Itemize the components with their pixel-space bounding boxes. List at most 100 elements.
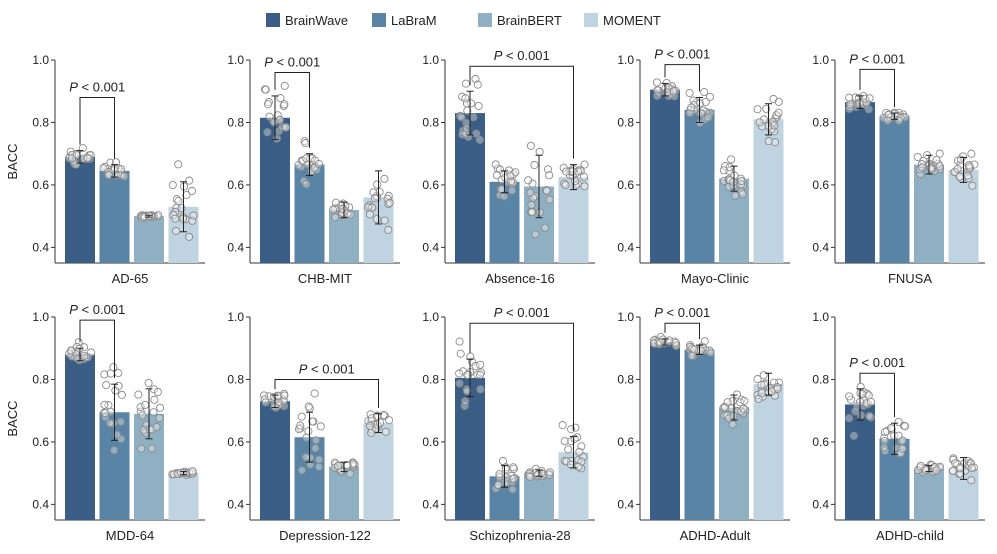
data-point — [171, 226, 181, 235]
data-point — [375, 187, 384, 196]
data-point — [561, 181, 570, 190]
data-point — [174, 160, 183, 169]
data-point — [110, 446, 119, 455]
data-point — [567, 425, 576, 434]
data-point — [261, 398, 270, 407]
y-tick-label: 0.4 — [422, 240, 439, 254]
data-point — [139, 425, 148, 434]
x-axis-title: MDD-64 — [106, 528, 154, 543]
bar-brainbert: BrainBERT: 0.5 — [134, 216, 164, 263]
data-point — [545, 195, 554, 204]
data-point — [858, 390, 867, 399]
y-tick-label: 0.4 — [812, 497, 829, 511]
y-tick-label: 0.6 — [32, 178, 49, 192]
data-point — [727, 155, 736, 164]
y-tick-label: 1.0 — [422, 310, 439, 324]
y-tick-label: 0.6 — [32, 435, 49, 449]
data-point — [367, 416, 376, 425]
y-tick-label: 0.4 — [227, 240, 244, 254]
bar-labram: LaBraM: 0.645 — [99, 170, 130, 263]
data-point — [270, 402, 279, 411]
data-point — [542, 186, 551, 196]
bar-brainwave: BrainWave: 0.83 — [455, 113, 485, 263]
data-point — [579, 172, 589, 181]
data-point — [138, 411, 147, 420]
data-point — [185, 232, 194, 241]
data-point — [918, 163, 927, 172]
bar-brainbert: BrainBERT: 0.515 — [914, 468, 944, 520]
data-point — [301, 139, 310, 148]
y-tick-label: 0.8 — [422, 115, 439, 129]
legend-swatch — [478, 13, 492, 27]
bar-brainwave: BrainWave: 0.88 — [65, 354, 95, 520]
data-point — [461, 94, 470, 103]
y-tick-label: 1.0 — [617, 53, 634, 67]
data-point — [558, 421, 567, 430]
data-point — [774, 108, 783, 117]
significance-label: P < 0.001 — [494, 48, 550, 63]
y-tick-label: 1.0 — [812, 53, 829, 67]
chart-panel-fnusa: 0.4 0.6 0.8 1.0 FNUSA BrainWave: 0.865LaBraM:… — [812, 51, 985, 286]
data-point — [507, 177, 516, 186]
data-point — [494, 480, 503, 489]
chart-panel-schizophrenia-28: 0.4 0.6 0.8 1.0 Schizophrenia-28 BrainWave: 0… — [422, 305, 595, 543]
data-point — [346, 210, 355, 219]
data-point — [773, 384, 782, 393]
data-point — [690, 345, 699, 354]
data-point — [461, 79, 470, 88]
bar-brainwave: BrainWave: 0.69 — [65, 156, 95, 263]
data-point — [150, 395, 159, 404]
x-axis-title: Depression-122 — [279, 528, 371, 543]
chart-panel-mayo-clinic: 0.4 0.6 0.8 1.0 Mayo-ClinicBrainWave: 0.905L… — [617, 47, 790, 286]
data-point — [580, 182, 589, 191]
legend-swatch — [584, 13, 598, 27]
significance-label: P < 0.001 — [69, 79, 125, 94]
significance-bracket — [79, 96, 115, 159]
data-point — [263, 128, 272, 137]
data-point — [114, 381, 123, 390]
data-point — [965, 162, 974, 171]
data-point — [737, 176, 746, 186]
significance-label: P < 0.001 — [69, 302, 125, 317]
data-point — [935, 162, 944, 171]
significance-label: P < 0.001 — [849, 51, 905, 66]
y-tick-label: 0.8 — [812, 115, 829, 129]
data-point — [883, 116, 892, 125]
data-point — [83, 153, 92, 162]
data-point — [261, 85, 270, 94]
chart-panel-depression-122: 0.4 0.6 0.8 1.0 Depression-122 BrainWave: 0.7… — [227, 310, 400, 543]
data-point — [926, 164, 935, 173]
data-point — [759, 115, 768, 124]
significance-label: P < 0.001 — [494, 305, 550, 320]
data-point — [467, 99, 476, 108]
data-point — [526, 141, 535, 150]
data-point — [168, 180, 177, 190]
data-point — [372, 215, 381, 224]
data-point — [659, 335, 668, 344]
data-point — [314, 462, 323, 471]
data-point — [887, 423, 896, 432]
data-point — [117, 165, 126, 174]
y-tick-label: 1.0 — [227, 53, 244, 67]
data-point — [144, 378, 153, 388]
data-point — [302, 180, 311, 189]
data-point — [562, 167, 571, 176]
data-point — [373, 180, 382, 189]
data-point — [280, 100, 289, 109]
bar-brainwave: BrainWave: 0.72 — [845, 404, 875, 520]
data-point — [894, 116, 903, 125]
bar-moment: MOMENT: 0.785 — [753, 384, 784, 520]
data-point — [575, 447, 584, 456]
data-point — [967, 149, 976, 158]
data-point — [365, 210, 374, 219]
data-point — [149, 408, 158, 417]
data-point — [545, 471, 554, 480]
data-point — [367, 428, 376, 437]
data-point — [935, 149, 944, 158]
y-tick-label: 1.0 — [617, 310, 634, 324]
data-point — [315, 455, 324, 464]
data-point — [701, 97, 710, 106]
data-point — [728, 420, 737, 429]
data-point — [764, 137, 773, 146]
data-point — [880, 433, 889, 443]
